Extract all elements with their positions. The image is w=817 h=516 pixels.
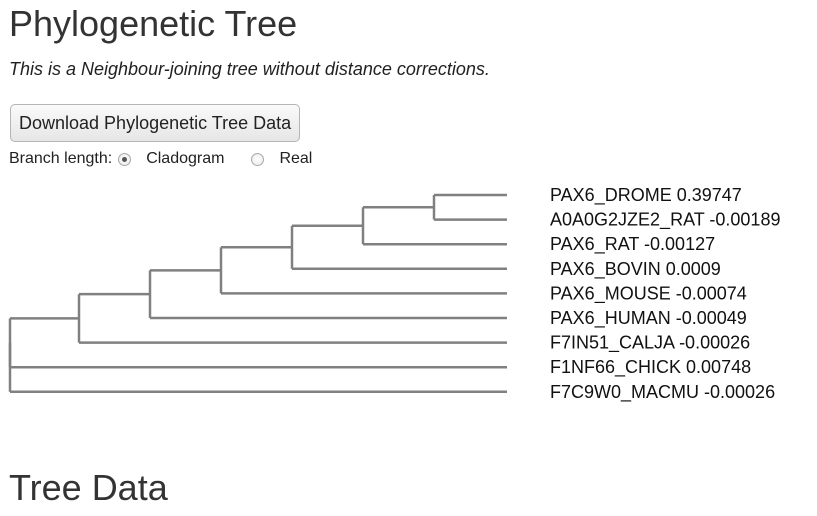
page-title: Phylogenetic Tree [9, 3, 298, 44]
branch-length-label: Branch length: [9, 150, 113, 167]
leaf-label: PAX6_MOUSE -0.00074 [550, 283, 747, 304]
download-tree-data-button[interactable]: Download Phylogenetic Tree Data [10, 104, 301, 142]
cladogram-label[interactable]: Cladogram [146, 150, 225, 167]
leaf-label: F1NF66_CHICK 0.00748 [550, 357, 751, 378]
leaf-label: F7IN51_CALJA -0.00026 [550, 333, 750, 354]
phylogenetic-tree: PAX6_DROME 0.39747 A0A0G2JZE2_RAT -0.0018… [8, 185, 780, 403]
page-subtitle: This is a Neighbour-joining tree without… [9, 59, 490, 79]
real-radio[interactable] [251, 152, 265, 166]
real-label[interactable]: Real [279, 150, 313, 167]
leaf-label: A0A0G2JZE2_RAT -0.00189 [550, 210, 780, 231]
leaf-label: F7C9W0_MACMU -0.00026 [550, 382, 775, 403]
leaf-label: PAX6_BOVIN 0.0009 [550, 259, 721, 280]
tree-data-heading: Tree Data [9, 467, 168, 508]
leaf-label: PAX6_DROME 0.39747 [550, 185, 742, 206]
branch-length-control: Branch length: Cladogram Real [9, 148, 312, 170]
cladogram-radio[interactable] [118, 152, 132, 166]
leaf-label: PAX6_HUMAN -0.00049 [550, 308, 747, 329]
leaf-label: PAX6_RAT -0.00127 [550, 234, 715, 255]
